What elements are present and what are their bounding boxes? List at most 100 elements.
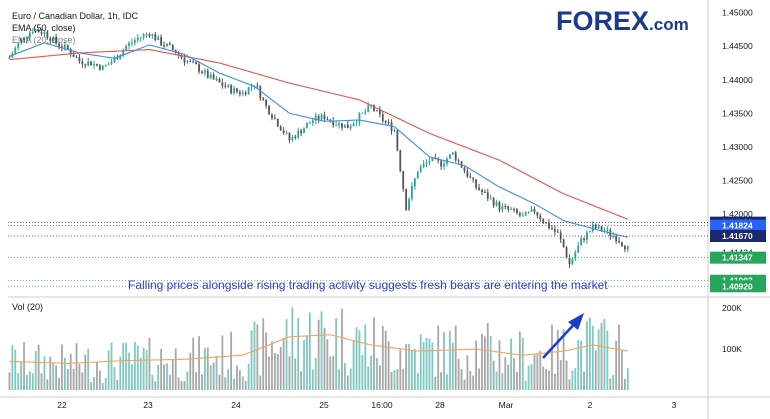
x-tick-label: 22 <box>57 400 67 410</box>
candle-body <box>308 122 311 124</box>
candle-body <box>419 166 422 173</box>
candle-body <box>448 154 451 159</box>
candle-body <box>335 125 338 127</box>
candle-body <box>422 163 425 167</box>
candle-body <box>457 160 460 162</box>
price-tag-label: 1.41670 <box>722 231 753 241</box>
volume-bar <box>536 354 539 390</box>
candle-body <box>139 37 142 39</box>
volume-bar <box>562 329 565 390</box>
chart-annotation: Falling prices alongside rising trading … <box>128 278 608 292</box>
candle-body <box>160 36 163 46</box>
volume-bar <box>489 336 492 390</box>
candle-body <box>556 231 559 233</box>
candle-body <box>84 64 87 66</box>
candle-body <box>451 152 454 155</box>
ema20-line <box>9 42 628 238</box>
price-tag <box>710 219 766 232</box>
candle-body <box>40 32 43 34</box>
candle-body <box>14 47 17 54</box>
volume-bar <box>314 357 317 390</box>
volume-bar <box>323 327 326 390</box>
candle-body <box>110 62 113 64</box>
candle-body <box>504 205 507 207</box>
annotation-arrow <box>542 319 579 359</box>
volume-bar <box>411 350 413 390</box>
volume-bar <box>615 340 618 390</box>
volume-bar <box>192 337 195 390</box>
volume-bar <box>69 353 72 390</box>
candle-body <box>539 215 542 220</box>
candle-body <box>475 179 478 188</box>
volume-bar <box>472 375 475 390</box>
volume-bar <box>288 356 291 390</box>
volume-bar <box>612 375 615 390</box>
candle-body <box>28 32 31 38</box>
volume-bar <box>8 372 11 390</box>
candle-body <box>113 58 116 63</box>
candle-body <box>536 212 539 216</box>
volume-bar <box>303 340 305 390</box>
volume-bar <box>583 371 585 390</box>
volume-bar <box>405 344 408 390</box>
volume-bar <box>233 378 235 390</box>
volume-bar <box>294 358 297 390</box>
volume-bar <box>422 341 425 390</box>
candle-body <box>343 124 346 128</box>
candle-body <box>562 239 565 248</box>
candle-body <box>472 177 475 180</box>
candle-body <box>256 85 259 87</box>
volume-bar <box>37 344 40 390</box>
volume-bar <box>539 351 542 390</box>
candle-body <box>306 123 308 129</box>
volume-bar <box>367 366 370 390</box>
volume-bar <box>98 370 101 390</box>
candle-body <box>571 258 574 265</box>
candle-body <box>259 86 262 99</box>
volume-tick-label: 100K <box>722 344 742 354</box>
volume-bar <box>606 330 609 390</box>
candle-body <box>63 44 66 48</box>
volume-bar <box>373 317 375 390</box>
candle-body <box>454 152 457 161</box>
candle-body <box>443 163 445 167</box>
volume-bar <box>518 331 521 390</box>
candle-body <box>201 71 203 74</box>
volume-bar <box>215 355 218 390</box>
volume-bar <box>378 365 381 390</box>
volume-bar <box>247 363 250 390</box>
volume-bar <box>542 366 545 390</box>
volume-bar <box>291 307 294 390</box>
volume-ma-line <box>9 334 628 364</box>
candle-body <box>81 61 84 65</box>
volume-bar <box>390 372 393 390</box>
candle-body <box>323 114 326 120</box>
volume-bar <box>238 370 241 390</box>
volume-bar <box>201 374 203 390</box>
volume-bar <box>408 343 410 390</box>
volume-bar <box>128 352 130 390</box>
volume-bar <box>530 364 533 390</box>
candle-body <box>373 105 375 111</box>
y-tick-label: 1.42500 <box>722 175 753 185</box>
volume-bar <box>125 342 128 390</box>
candle-body <box>402 171 405 190</box>
legend-symbol: Euro / Canadian Dollar, 1h, IDC <box>12 11 139 21</box>
volume-bar <box>626 368 629 390</box>
candle-body <box>358 113 361 123</box>
volume-bar <box>428 338 431 390</box>
volume-bar <box>43 356 46 390</box>
candle-body <box>489 198 492 200</box>
candle-body <box>518 212 521 216</box>
candle-body <box>626 245 629 250</box>
volume-bar <box>565 360 568 390</box>
candle-body <box>265 99 268 106</box>
volume-bar <box>492 360 495 390</box>
ema50-line <box>9 49 628 220</box>
candle-body <box>227 85 230 87</box>
candle-body <box>93 63 95 66</box>
price-tag <box>710 280 766 293</box>
volume-bar <box>346 375 349 390</box>
volume-bar <box>597 329 600 390</box>
logo-brand: FOREX <box>556 6 650 36</box>
